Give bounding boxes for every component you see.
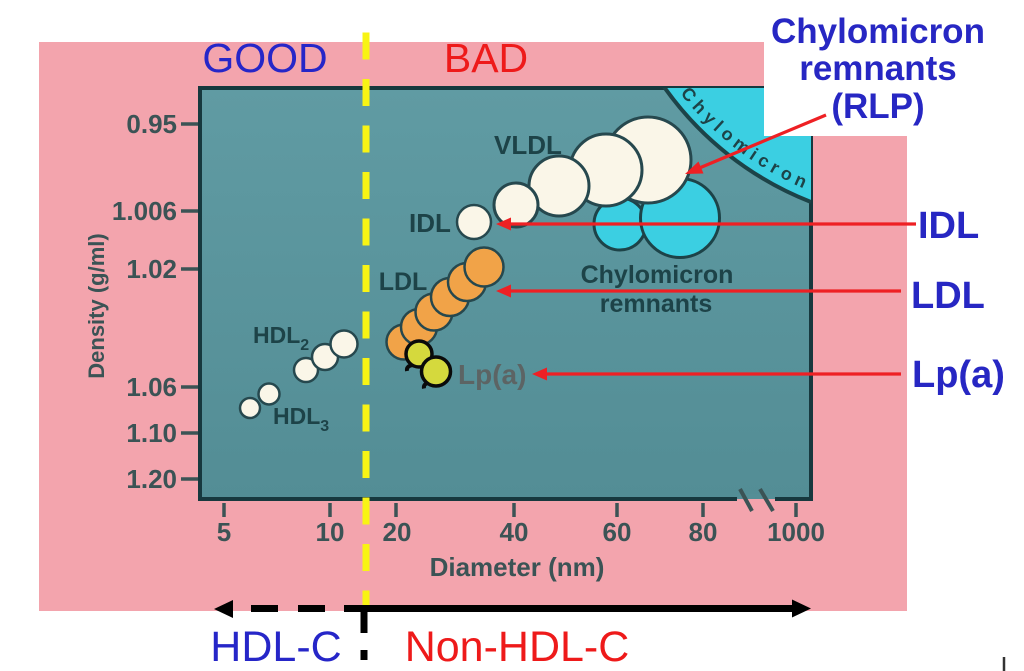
- svg-text:LDL: LDL: [379, 268, 428, 296]
- svg-text:10: 10: [316, 517, 345, 547]
- svg-text:Chylomicron: Chylomicron: [771, 12, 985, 51]
- svg-text:Chylomicron: Chylomicron: [581, 261, 734, 289]
- svg-text:1.20: 1.20: [126, 464, 177, 494]
- svg-text:Density (g/ml): Density (g/ml): [84, 233, 109, 378]
- svg-text:Lp(a): Lp(a): [912, 354, 1005, 396]
- svg-text:1.006: 1.006: [112, 196, 177, 226]
- svg-text:20: 20: [383, 517, 412, 547]
- svg-text:Lp(a): Lp(a): [458, 359, 526, 390]
- svg-text:5: 5: [217, 517, 231, 547]
- svg-text:Diameter (nm): Diameter (nm): [430, 552, 605, 582]
- svg-text:1.06: 1.06: [126, 372, 177, 402]
- svg-text:IDL: IDL: [409, 208, 451, 238]
- svg-text:60: 60: [603, 517, 632, 547]
- svg-text:remnants: remnants: [799, 49, 957, 88]
- svg-text:40: 40: [500, 517, 529, 547]
- svg-text:IDL: IDL: [918, 205, 979, 247]
- svg-text:1.02: 1.02: [126, 254, 177, 284]
- svg-text:0.95: 0.95: [126, 109, 177, 139]
- svg-text:HDL-C: HDL-C: [210, 623, 341, 671]
- svg-text:LDL: LDL: [911, 275, 985, 317]
- svg-text:VLDL: VLDL: [494, 130, 562, 160]
- svg-text:(RLP): (RLP): [831, 87, 924, 126]
- svg-text:GOOD: GOOD: [202, 35, 327, 81]
- svg-text:80: 80: [689, 517, 718, 547]
- svg-text:BAD: BAD: [444, 35, 528, 81]
- svg-text:1.10: 1.10: [126, 418, 177, 448]
- svg-text:Non-HDL-C: Non-HDL-C: [405, 623, 630, 671]
- svg-text:1000: 1000: [767, 517, 825, 547]
- svg-text:remnants: remnants: [600, 290, 713, 318]
